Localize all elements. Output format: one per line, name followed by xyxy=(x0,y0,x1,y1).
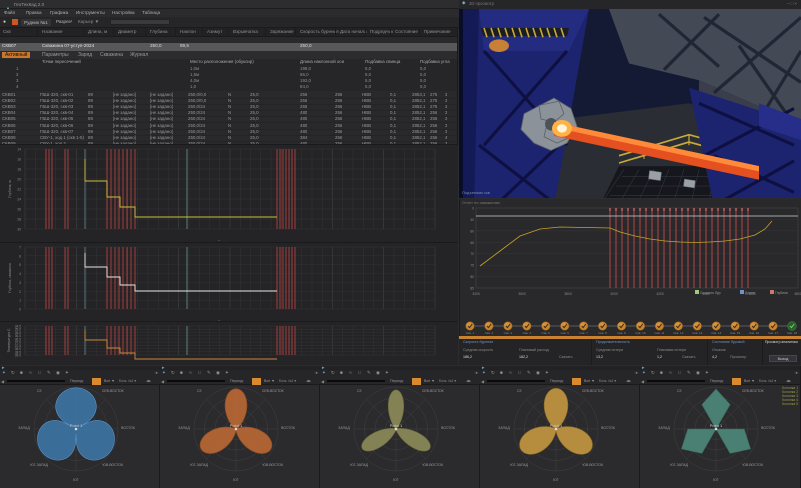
svg-text:Скв. 2: Скв. 2 xyxy=(485,331,494,335)
svg-text:Point 1: Point 1 xyxy=(550,423,563,428)
svg-text:СЕВ-ВОСТОК: СЕВ-ВОСТОК xyxy=(102,389,124,393)
svg-text:СЗ: СЗ xyxy=(357,389,361,393)
svg-text:24: 24 xyxy=(17,198,21,202)
svg-text:ЮВ-ВОСТОК: ЮВ-ВОСТОК xyxy=(743,463,763,467)
svg-text:ВОСТОК: ВОСТОК xyxy=(601,426,615,430)
svg-text:Скв. 13: Скв. 13 xyxy=(692,331,702,335)
svg-text:Скв. 17: Скв. 17 xyxy=(768,331,778,335)
svg-text:75: 75 xyxy=(470,264,474,268)
svg-text:ЮГ: ЮГ xyxy=(73,478,78,482)
svg-text:22: 22 xyxy=(17,188,21,192)
svg-text:16: 16 xyxy=(17,158,21,162)
svg-text:Скв. 8: Скв. 8 xyxy=(598,331,607,335)
svg-text:26: 26 xyxy=(17,208,21,212)
svg-text:СЗ: СЗ xyxy=(517,389,521,393)
svg-text:СЕВ-ВОСТОК: СЕВ-ВОСТОК xyxy=(582,389,604,393)
svg-text:Глубина, скважина: Глубина, скважина xyxy=(8,263,12,293)
svg-text:СЕВ-ВОСТОК: СЕВ-ВОСТОК xyxy=(422,389,444,393)
svg-text:Скв. 1: Скв. 1 xyxy=(466,331,475,335)
svg-text:Скв. 3: Скв. 3 xyxy=(504,331,513,335)
svg-text:Point 1: Point 1 xyxy=(70,423,83,428)
svg-text:3400: 3400 xyxy=(472,292,480,296)
svg-text:0: 0 xyxy=(19,308,21,312)
svg-text:ЮГ-ЗАПАД: ЮГ-ЗАПАД xyxy=(30,463,48,467)
svg-text:Скв. 12: Скв. 12 xyxy=(673,331,683,335)
svg-text:СЕВ-ВОСТОК: СЕВ-ВОСТОК xyxy=(742,389,764,393)
svg-text:65: 65 xyxy=(470,241,474,245)
svg-text:0: 0 xyxy=(472,207,474,211)
svg-text:7: 7 xyxy=(19,246,21,250)
svg-text:ЗАПАД: ЗАПАД xyxy=(498,426,510,430)
svg-text:ЮГ: ЮГ xyxy=(393,478,398,482)
svg-text:Скв. 15: Скв. 15 xyxy=(730,331,740,335)
svg-text:ЗАПАД: ЗАПАД xyxy=(178,426,190,430)
svg-text:Скв. 7: Скв. 7 xyxy=(579,331,588,335)
svg-text:28: 28 xyxy=(17,218,21,222)
svg-text:70: 70 xyxy=(470,252,474,256)
svg-text:18: 18 xyxy=(17,168,21,172)
svg-text:6: 6 xyxy=(19,254,21,258)
svg-text:Глубина, м: Глубина, м xyxy=(8,180,12,198)
svg-text:2: 2 xyxy=(19,290,21,294)
svg-text:Point 1: Point 1 xyxy=(390,423,403,428)
svg-text:1: 1 xyxy=(19,299,21,303)
svg-text:Скв. 11: Скв. 11 xyxy=(654,331,664,335)
svg-text:3: 3 xyxy=(19,281,21,285)
svg-text:ВОСТОК: ВОСТОК xyxy=(761,426,775,430)
svg-text:Глубина: Глубина xyxy=(775,291,788,295)
svg-text:20: 20 xyxy=(17,178,21,182)
svg-text:5: 5 xyxy=(19,263,21,267)
svg-text:3800: 3800 xyxy=(564,292,572,296)
svg-text:ВОСТОК: ВОСТОК xyxy=(281,426,295,430)
svg-text:ЮГ-ЗАПАД: ЮГ-ЗАПАД xyxy=(350,463,368,467)
svg-text:ЮВ-ВОСТОК: ЮВ-ВОСТОК xyxy=(263,463,283,467)
svg-text:ВОСТОК: ВОСТОК xyxy=(441,426,455,430)
svg-text:ЮГ-ЗАПАД: ЮГ-ЗАПАД xyxy=(510,463,528,467)
svg-text:85: 85 xyxy=(470,287,474,291)
svg-text:ЮВ-ВОСТОК: ЮВ-ВОСТОК xyxy=(423,463,443,467)
svg-text:Скв. 14: Скв. 14 xyxy=(711,331,721,335)
svg-text:4000: 4000 xyxy=(610,292,618,296)
svg-text:Скв. 6: Скв. 6 xyxy=(560,331,569,335)
svg-text:14: 14 xyxy=(17,148,21,152)
svg-text:Скв. 5: Скв. 5 xyxy=(542,331,551,335)
svg-text:Скв. 4: Скв. 4 xyxy=(523,331,532,335)
svg-text:ЮВ-ВОСТОК: ЮВ-ВОСТОК xyxy=(103,463,123,467)
svg-text:ЗАПАД: ЗАПАД xyxy=(18,426,30,430)
svg-text:Температура С: Температура С xyxy=(7,328,11,352)
svg-text:СЗ: СЗ xyxy=(37,389,41,393)
svg-text:60: 60 xyxy=(470,229,474,233)
svg-text:Длина: Длина xyxy=(745,291,755,295)
svg-text:ВОСТОК: ВОСТОК xyxy=(121,426,135,430)
svg-text:34.5: 34.5 xyxy=(15,325,21,329)
svg-text:Point 1: Point 1 xyxy=(230,423,243,428)
svg-text:ЮГ-ЗАПАД: ЮГ-ЗАПАД xyxy=(670,463,688,467)
svg-text:СЗ: СЗ xyxy=(197,389,201,393)
svg-text:ЮВ-ВОСТОК: ЮВ-ВОСТОК xyxy=(583,463,603,467)
svg-text:ЗАПАД: ЗАПАД xyxy=(338,426,350,430)
svg-text:СЕВ-ВОСТОК: СЕВ-ВОСТОК xyxy=(262,389,284,393)
svg-text:Point 1: Point 1 xyxy=(710,423,723,428)
svg-text:Скв. 9: Скв. 9 xyxy=(617,331,626,335)
svg-text:3600: 3600 xyxy=(518,292,526,296)
svg-text:4800: 4800 xyxy=(794,292,801,296)
svg-text:4200: 4200 xyxy=(656,292,664,296)
svg-text:ЮГ: ЮГ xyxy=(713,478,718,482)
svg-text:ЗАПАД: ЗАПАД xyxy=(658,426,670,430)
svg-text:80: 80 xyxy=(470,275,474,279)
svg-text:ЮГ-ЗАПАД: ЮГ-ЗАПАД xyxy=(190,463,208,467)
svg-text:ЮГ: ЮГ xyxy=(233,478,238,482)
svg-text:ЮГ: ЮГ xyxy=(553,478,558,482)
svg-text:30: 30 xyxy=(17,228,21,232)
svg-text:Скв. 16: Скв. 16 xyxy=(749,331,759,335)
svg-text:40: 40 xyxy=(470,218,474,222)
svg-text:Расстояние, м: Расстояние, м xyxy=(218,240,242,241)
svg-text:Скв. 18: Скв. 18 xyxy=(787,331,797,335)
svg-text:Скв. 10: Скв. 10 xyxy=(635,331,645,335)
svg-text:4: 4 xyxy=(19,272,21,276)
svg-text:СЗ: СЗ xyxy=(677,389,681,393)
svg-text:Скорость бур.: Скорость бур. xyxy=(700,291,721,295)
